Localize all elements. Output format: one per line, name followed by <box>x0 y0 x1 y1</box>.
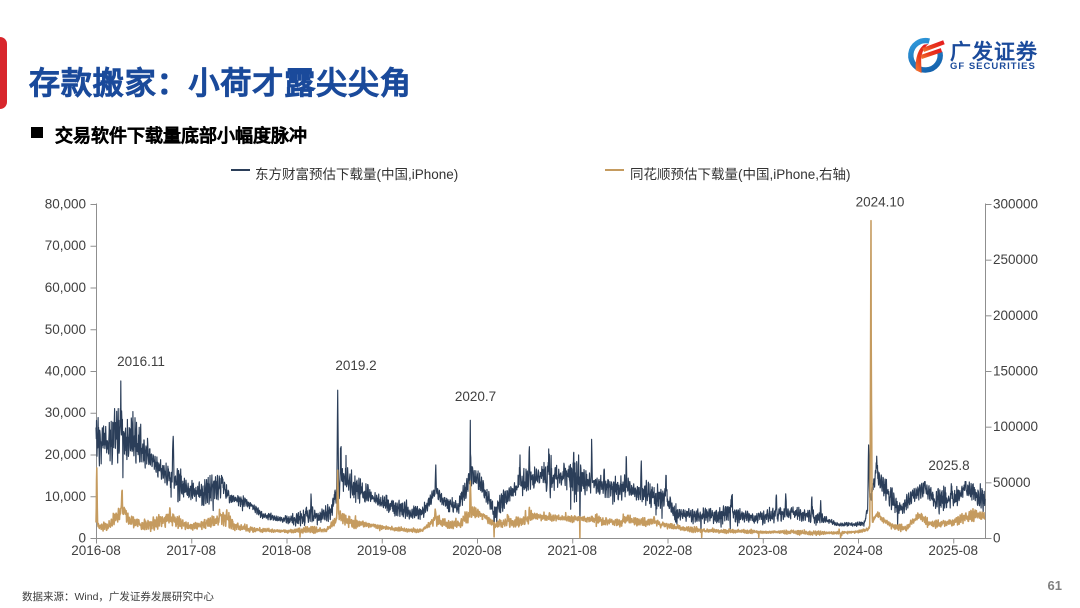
svg-text:200000: 200000 <box>993 308 1038 323</box>
svg-text:250000: 250000 <box>993 252 1038 267</box>
svg-text:10,000: 10,000 <box>45 489 86 504</box>
svg-text:2017-08: 2017-08 <box>166 543 216 558</box>
svg-text:2019-08: 2019-08 <box>357 543 407 558</box>
svg-text:70,000: 70,000 <box>45 238 86 253</box>
svg-text:2024-08: 2024-08 <box>833 543 883 558</box>
svg-text:80,000: 80,000 <box>45 197 86 212</box>
svg-text:20,000: 20,000 <box>45 447 86 462</box>
svg-text:2020-08: 2020-08 <box>452 543 502 558</box>
svg-text:300000: 300000 <box>993 197 1038 212</box>
svg-text:2024.10: 2024.10 <box>856 195 905 210</box>
svg-text:30,000: 30,000 <box>45 405 86 420</box>
svg-text:2018-08: 2018-08 <box>262 543 312 558</box>
svg-text:2019.2: 2019.2 <box>335 358 376 373</box>
svg-text:2023-08: 2023-08 <box>738 543 788 558</box>
svg-text:40,000: 40,000 <box>45 364 86 379</box>
svg-text:0: 0 <box>993 531 1001 546</box>
svg-text:2021-08: 2021-08 <box>547 543 597 558</box>
svg-text:2025-08: 2025-08 <box>928 543 978 558</box>
svg-text:100000: 100000 <box>993 419 1038 434</box>
svg-text:2016.11: 2016.11 <box>117 354 165 369</box>
svg-text:60,000: 60,000 <box>45 280 86 295</box>
svg-text:2025.8: 2025.8 <box>928 458 969 473</box>
svg-text:2020.7: 2020.7 <box>455 389 496 404</box>
svg-text:0: 0 <box>78 531 86 546</box>
svg-text:50,000: 50,000 <box>45 322 86 337</box>
svg-text:150000: 150000 <box>993 364 1038 379</box>
svg-text:2022-08: 2022-08 <box>643 543 693 558</box>
svg-text:50000: 50000 <box>993 475 1031 490</box>
svg-text:2016-08: 2016-08 <box>71 543 121 558</box>
